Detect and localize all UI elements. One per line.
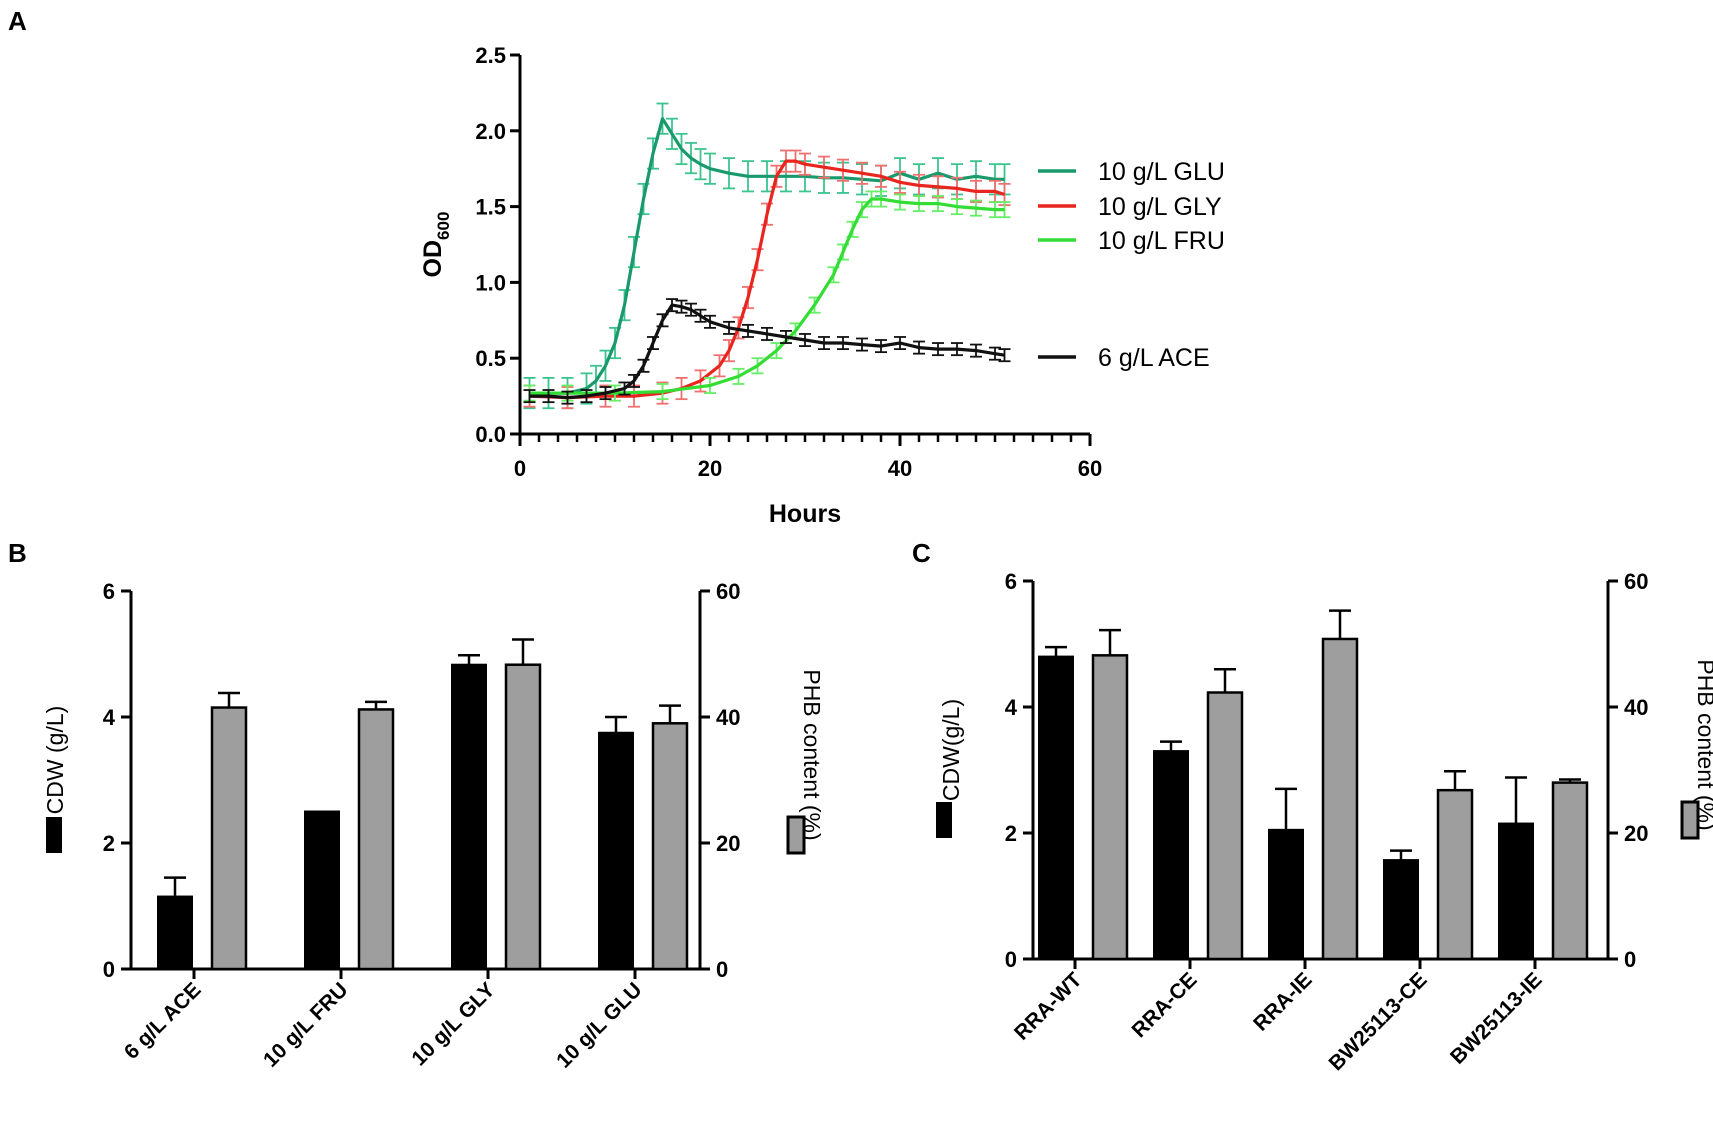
right-tick-label: 40 — [716, 705, 740, 730]
left-tick-label: 0 — [103, 957, 115, 982]
right-tick-label: 40 — [1624, 695, 1648, 720]
bar-phb — [1321, 637, 1359, 961]
bar-cdw — [1153, 750, 1189, 960]
bar-cdw — [1383, 859, 1419, 961]
left-tick-label: 2 — [103, 831, 115, 856]
left-tick-label: 4 — [103, 705, 116, 730]
panel-label-a: A — [8, 6, 27, 36]
category-label: RRA-IE — [1249, 968, 1316, 1035]
bar-phb — [1551, 781, 1589, 961]
y-tick-label: 2.5 — [475, 43, 506, 68]
category-label: 10 g/L GLY — [407, 978, 499, 1070]
x-tick-label: 20 — [698, 456, 722, 481]
legend-label: 10 g/L GLU — [1098, 158, 1225, 186]
category-label: 10 g/L FRU — [259, 978, 353, 1072]
left-tick-label: 4 — [1005, 695, 1018, 720]
right-axis-title: PHB content (%) — [1693, 659, 1713, 830]
bar-cdw — [304, 810, 340, 970]
right-axis-title: PHB content (%) — [799, 669, 825, 840]
right-tick-label: 60 — [716, 579, 740, 604]
right-tick-label: 20 — [1624, 821, 1648, 846]
category-label: BW25113-IE — [1446, 968, 1546, 1068]
bar-cdw — [598, 731, 634, 970]
category-label: 6 g/L ACE — [120, 978, 206, 1064]
bar-cdw — [1038, 655, 1074, 960]
right-tick-label: 0 — [1624, 947, 1636, 972]
left-tick-label: 0 — [1005, 947, 1017, 972]
bar-phb — [651, 722, 689, 971]
bar-phb — [1436, 788, 1474, 961]
legend-swatch-cdw — [936, 802, 952, 838]
right-tick-label: 20 — [716, 831, 740, 856]
bar-cdw — [1498, 822, 1534, 960]
panel-label-c: C — [912, 538, 931, 568]
legend-label: 10 g/L GLY — [1098, 193, 1222, 221]
chart-a: 0.0 0.5 1.0 1.5 2.0 2.5 0 20 40 60 Hours OD600 10 g/… — [419, 43, 1225, 528]
y-axis-title-subscript: 600 — [434, 212, 453, 240]
legend-label: 10 g/L FRU — [1098, 227, 1225, 255]
y-tick-label: 0.0 — [475, 422, 506, 447]
series-line — [529, 303, 1005, 400]
bar-cdw — [451, 663, 487, 971]
category-label: RRA-CE — [1128, 968, 1202, 1042]
bar-cdw — [157, 895, 193, 970]
x-axis-title: Hours — [769, 500, 841, 528]
bar-phb — [504, 663, 542, 971]
category-label: RRA-WT — [1010, 968, 1087, 1045]
left-axis-title: CDW(g/L) — [938, 699, 964, 801]
left-tick-label: 6 — [1005, 569, 1017, 594]
legend-swatch-phb — [1680, 800, 1700, 840]
category-label: BW25113-CE — [1324, 968, 1431, 1075]
panel-label-b: B — [8, 538, 27, 568]
x-tick-label: 60 — [1078, 456, 1102, 481]
category-label: 10 g/L GLU — [552, 978, 646, 1072]
y-tick-label: 0.5 — [475, 346, 506, 371]
y-tick-label: 1.0 — [475, 270, 506, 295]
left-tick-label: 2 — [1005, 821, 1017, 846]
bar-phb — [1091, 654, 1129, 961]
left-tick-label: 6 — [103, 579, 115, 604]
y-axis-title: OD600 — [419, 212, 453, 278]
right-tick-label: 0 — [716, 957, 728, 982]
y-tick-label: 2.0 — [475, 119, 506, 144]
series-line — [529, 117, 1005, 395]
series-line — [529, 197, 1005, 395]
right-tick-label: 60 — [1624, 569, 1648, 594]
bar-phb — [210, 706, 248, 971]
left-axis-title: CDW (g/L) — [42, 706, 68, 815]
legend-label: 6 g/L ACE — [1098, 344, 1210, 372]
legend-swatch-phb — [786, 815, 806, 855]
bar-phb — [357, 708, 395, 971]
y-tick-label: 1.5 — [475, 195, 506, 220]
bar-phb — [1206, 691, 1244, 961]
x-tick-label: 40 — [888, 456, 912, 481]
legend-swatch-cdw — [46, 817, 62, 853]
bar-cdw — [1268, 828, 1304, 960]
x-tick-label: 0 — [514, 456, 526, 481]
y-axis-title-main: OD — [419, 240, 447, 278]
